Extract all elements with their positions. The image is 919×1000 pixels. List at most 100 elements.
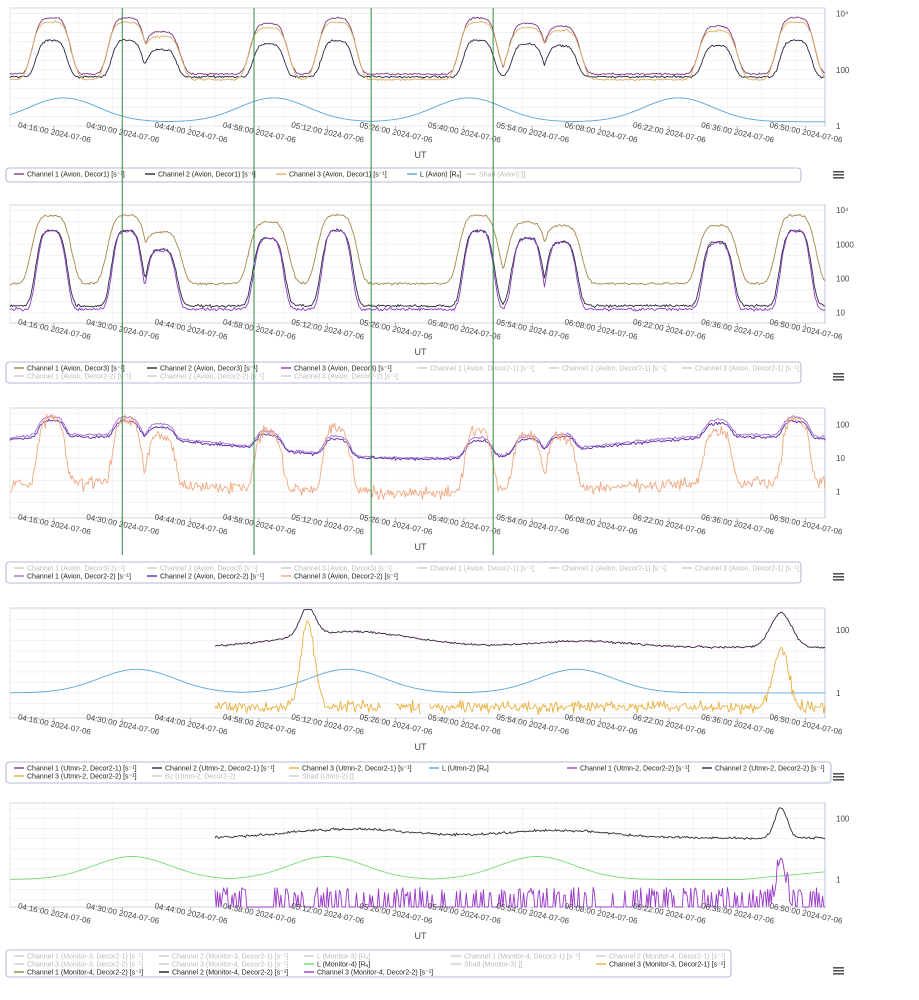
series-ch3-decor3	[9, 228, 826, 312]
legend-item[interactable]: L (Monitor-4) [Rₑ]	[304, 962, 370, 969]
legend-item[interactable]: L (Utmn-2) [Rₑ]	[429, 766, 489, 773]
legend-label: L (Monitor-3) [Rₑ]	[317, 954, 370, 961]
legend-item[interactable]: Channel 1 (Avion, Decor2-1) [s⁻¹]	[417, 566, 534, 573]
legend-label: Channel 3 (Avion, Decor2-1) [s⁻¹]	[695, 566, 799, 573]
y-tick-label: 10⁴	[836, 10, 849, 19]
legend-item[interactable]: Channel 2 (Avion, Decor2-1) [s⁻¹]	[549, 366, 666, 373]
menu-bar	[833, 779, 844, 781]
legend-label: Channel 1 (Avion, Decor1) [s⁻¹]	[27, 172, 125, 179]
legend-label: Channel 1 (Avion, Decor3) [s⁻¹]	[27, 566, 125, 573]
legend-label: Channel 1 (Avion, Decor2-2) [s⁻¹]	[27, 574, 131, 581]
legend-item[interactable]: L (Avion) [Rₑ]	[407, 172, 461, 179]
legend-label: Channel 2 (Monitor-4, Decor2-1) [s⁻¹]	[609, 954, 725, 961]
legend-item[interactable]: Channel 1 (Avion, Decor2-2) [s⁻¹]	[14, 374, 131, 381]
legend-item[interactable]: Channel 1 (Avion, Decor2-1) [s⁻¹]	[417, 366, 534, 373]
series-l-monitor-4	[10, 856, 826, 880]
menu-bar	[833, 776, 844, 778]
y-tick-label: 1	[836, 689, 841, 698]
legend-item[interactable]: Channel 3 (Monitor-3, Decor2-2) [s⁻¹]	[14, 962, 143, 969]
legend-item[interactable]: Channel 3 (Monitor-4, Decor2-1) [s⁻¹]	[159, 962, 288, 969]
menu-bar	[833, 573, 844, 575]
hamburger-menu-icon[interactable]	[833, 373, 844, 381]
legend-item[interactable]: L (Monitor-3) [Rₑ]	[304, 954, 370, 961]
legend-item[interactable]: Shad (Avion) []	[466, 172, 525, 179]
legend-item[interactable]: Channel 2 (Avion, Decor3) [s⁻¹]	[147, 566, 258, 573]
legend-box	[5, 361, 802, 384]
legend-item[interactable]: Shad (Utmn-2) []	[289, 774, 354, 781]
menu-bar	[833, 967, 844, 969]
legend-item[interactable]: Channel 2 (Avion, Decor1) [s⁻¹]	[145, 172, 256, 179]
legend-label: Channel 1 (Avion, Decor2-1) [s⁻¹]	[430, 366, 534, 373]
hamburger-menu-icon[interactable]	[833, 773, 844, 781]
hamburger-menu-icon[interactable]	[833, 967, 844, 975]
legend-item[interactable]: Channel 1 (Monitor-4, Decor2-2) [s⁻¹]	[14, 970, 143, 977]
legend-label: Channel 3 (Utmn-2, Decor2-1) [s⁻¹]	[302, 766, 412, 773]
menu-bar	[833, 177, 844, 179]
legend-item[interactable]: Channel 3 (Monitor-4, Decor2-2) [s⁻¹]	[304, 970, 433, 977]
x-axis-label: UT	[415, 542, 427, 552]
hamburger-menu-icon[interactable]	[833, 171, 844, 179]
x-axis-label: UT	[415, 742, 427, 752]
series-ch2-monitor-4	[214, 807, 826, 840]
legend-item[interactable]: Channel 2 (Avion, Decor2-2) [s⁻¹]	[147, 374, 264, 381]
legend-item[interactable]: Channel 3 (Utmn-2, Decor2-2) [s⁻¹]	[14, 774, 137, 781]
legend-label: Channel 3 (Avion, Decor2-1) [s⁻¹]	[695, 366, 799, 373]
menu-bar	[833, 174, 844, 176]
legend-item[interactable]: Channel 3 (Monitor-3, Decor2-1) [s⁻¹]	[596, 962, 725, 969]
series-ch2-decor2-2	[9, 419, 826, 461]
legend-item[interactable]: Channel 1 (Avion, Decor1) [s⁻¹]	[14, 172, 125, 179]
legend-item[interactable]: Channel 2 (Avion, Decor3) [s⁻¹]	[147, 366, 258, 373]
legend-item[interactable]: Channel 2 (Monitor-4, Decor2-2) [s⁻¹]	[159, 970, 288, 977]
series-ch3-monitor-4	[214, 857, 825, 908]
legend-item[interactable]: Channel 3 (Avion, Decor2-2) [s⁻¹]	[281, 374, 398, 381]
y-tick-label: 1000	[836, 240, 854, 249]
legend-item[interactable]: Channel 3 (Avion, Decor3) [s⁻¹]	[281, 366, 392, 373]
legend-label: Channel 3 (Avion, Decor3) [s⁻¹]	[294, 366, 392, 373]
legend-label: Channel 1 (Monitor-4, Decor2-1) [s⁻¹]	[464, 954, 580, 961]
legend-label: Channel 2 (Avion, Decor2-1) [s⁻¹]	[562, 566, 666, 573]
legend-label: Channel 2 (Avion, Decor1) [s⁻¹]	[158, 172, 256, 179]
legend-item[interactable]: Channel 1 (Avion, Decor2-2) [s⁻¹]	[14, 574, 131, 581]
legend-label: Channel 3 (Avion, Decor2-2) [s⁻¹]	[294, 374, 398, 381]
legend-item[interactable]: Channel 3 (Utmn-2, Decor2-1) [s⁻¹]	[289, 766, 412, 773]
hamburger-menu-icon[interactable]	[833, 573, 844, 581]
legend-item[interactable]: Channel 3 (Avion, Decor2-1) [s⁻¹]	[682, 566, 799, 573]
legend-label: Shad (Monitor-3) []	[464, 962, 522, 969]
legend-item[interactable]: Channel 1 (Utmn-2, Decor2-2) [s⁻¹]	[567, 766, 690, 773]
legend-item[interactable]: Bz (Utmn-2, Decor2-2)	[152, 774, 235, 781]
legend-item[interactable]: Channel 2 (Monitor-4, Decor2-1) [s⁻¹]	[596, 954, 725, 961]
legend-label: Channel 2 (Avion, Decor2-2) [s⁻¹]	[160, 574, 264, 581]
legend-item[interactable]: Channel 2 (Avion, Decor2-2) [s⁻¹]	[147, 574, 264, 581]
legend-box	[5, 949, 732, 978]
y-tick-label: 10	[836, 454, 845, 463]
menu-bar	[833, 576, 844, 578]
legend-item[interactable]: Channel 3 (Avion, Decor2-2) [s⁻¹]	[281, 574, 398, 581]
series-ch1-decor1	[9, 16, 826, 76]
legend-item[interactable]: Channel 2 (Avion, Decor2-1) [s⁻¹]	[549, 566, 666, 573]
series-ch2-decor3	[9, 228, 826, 309]
legend-label: Channel 3 (Monitor-3, Decor2-2) [s⁻¹]	[27, 962, 143, 969]
legend-label: Channel 3 (Monitor-4, Decor2-1) [s⁻¹]	[172, 962, 288, 969]
legend-label: Channel 1 (Avion, Decor2-1) [s⁻¹]	[430, 566, 534, 573]
plot-area	[9, 204, 826, 324]
legend-label: Channel 1 (Utmn-2, Decor2-2) [s⁻¹]	[580, 766, 690, 773]
legend-label: L (Monitor-4) [Rₑ]	[317, 962, 370, 969]
legend-item[interactable]: Channel 1 (Utmn-2, Decor2-1) [s⁻¹]	[14, 766, 137, 773]
legend-label: Channel 2 (Utmn-2, Decor2-2) [s⁻¹]	[715, 766, 825, 773]
legend-item[interactable]: Channel 3 (Avion, Decor2-1) [s⁻¹]	[682, 366, 799, 373]
legend-label: Shad (Utmn-2) []	[302, 774, 354, 781]
legend-item[interactable]: Channel 1 (Monitor-3, Decor2-1) [s⁻¹]	[14, 954, 143, 961]
legend-item[interactable]: Channel 1 (Avion, Decor3) [s⁻¹]	[14, 566, 125, 573]
x-axis-label: UT	[415, 150, 427, 160]
legend-item[interactable]: Channel 2 (Monitor-3, Decor2-1) [s⁻¹]	[159, 954, 288, 961]
legend-item[interactable]: Channel 3 (Avion, Decor3) [s⁻¹]	[281, 566, 392, 573]
legend-item[interactable]: Shad (Monitor-3) []	[451, 962, 522, 969]
legend-label: Channel 2 (Avion, Decor2-1) [s⁻¹]	[562, 366, 666, 373]
legend-item[interactable]: Channel 2 (Utmn-2, Decor2-2) [s⁻¹]	[702, 766, 825, 773]
legend-item[interactable]: Channel 1 (Monitor-4, Decor2-1) [s⁻¹]	[451, 954, 580, 961]
legend-item[interactable]: Channel 3 (Avion, Decor1) [s⁻¹]	[276, 172, 387, 179]
legend-item[interactable]: Channel 2 (Utmn-2, Decor2-1) [s⁻¹]	[152, 766, 275, 773]
legend-item[interactable]: Channel 1 (Avion, Decor3) [s⁻¹]	[14, 366, 125, 373]
